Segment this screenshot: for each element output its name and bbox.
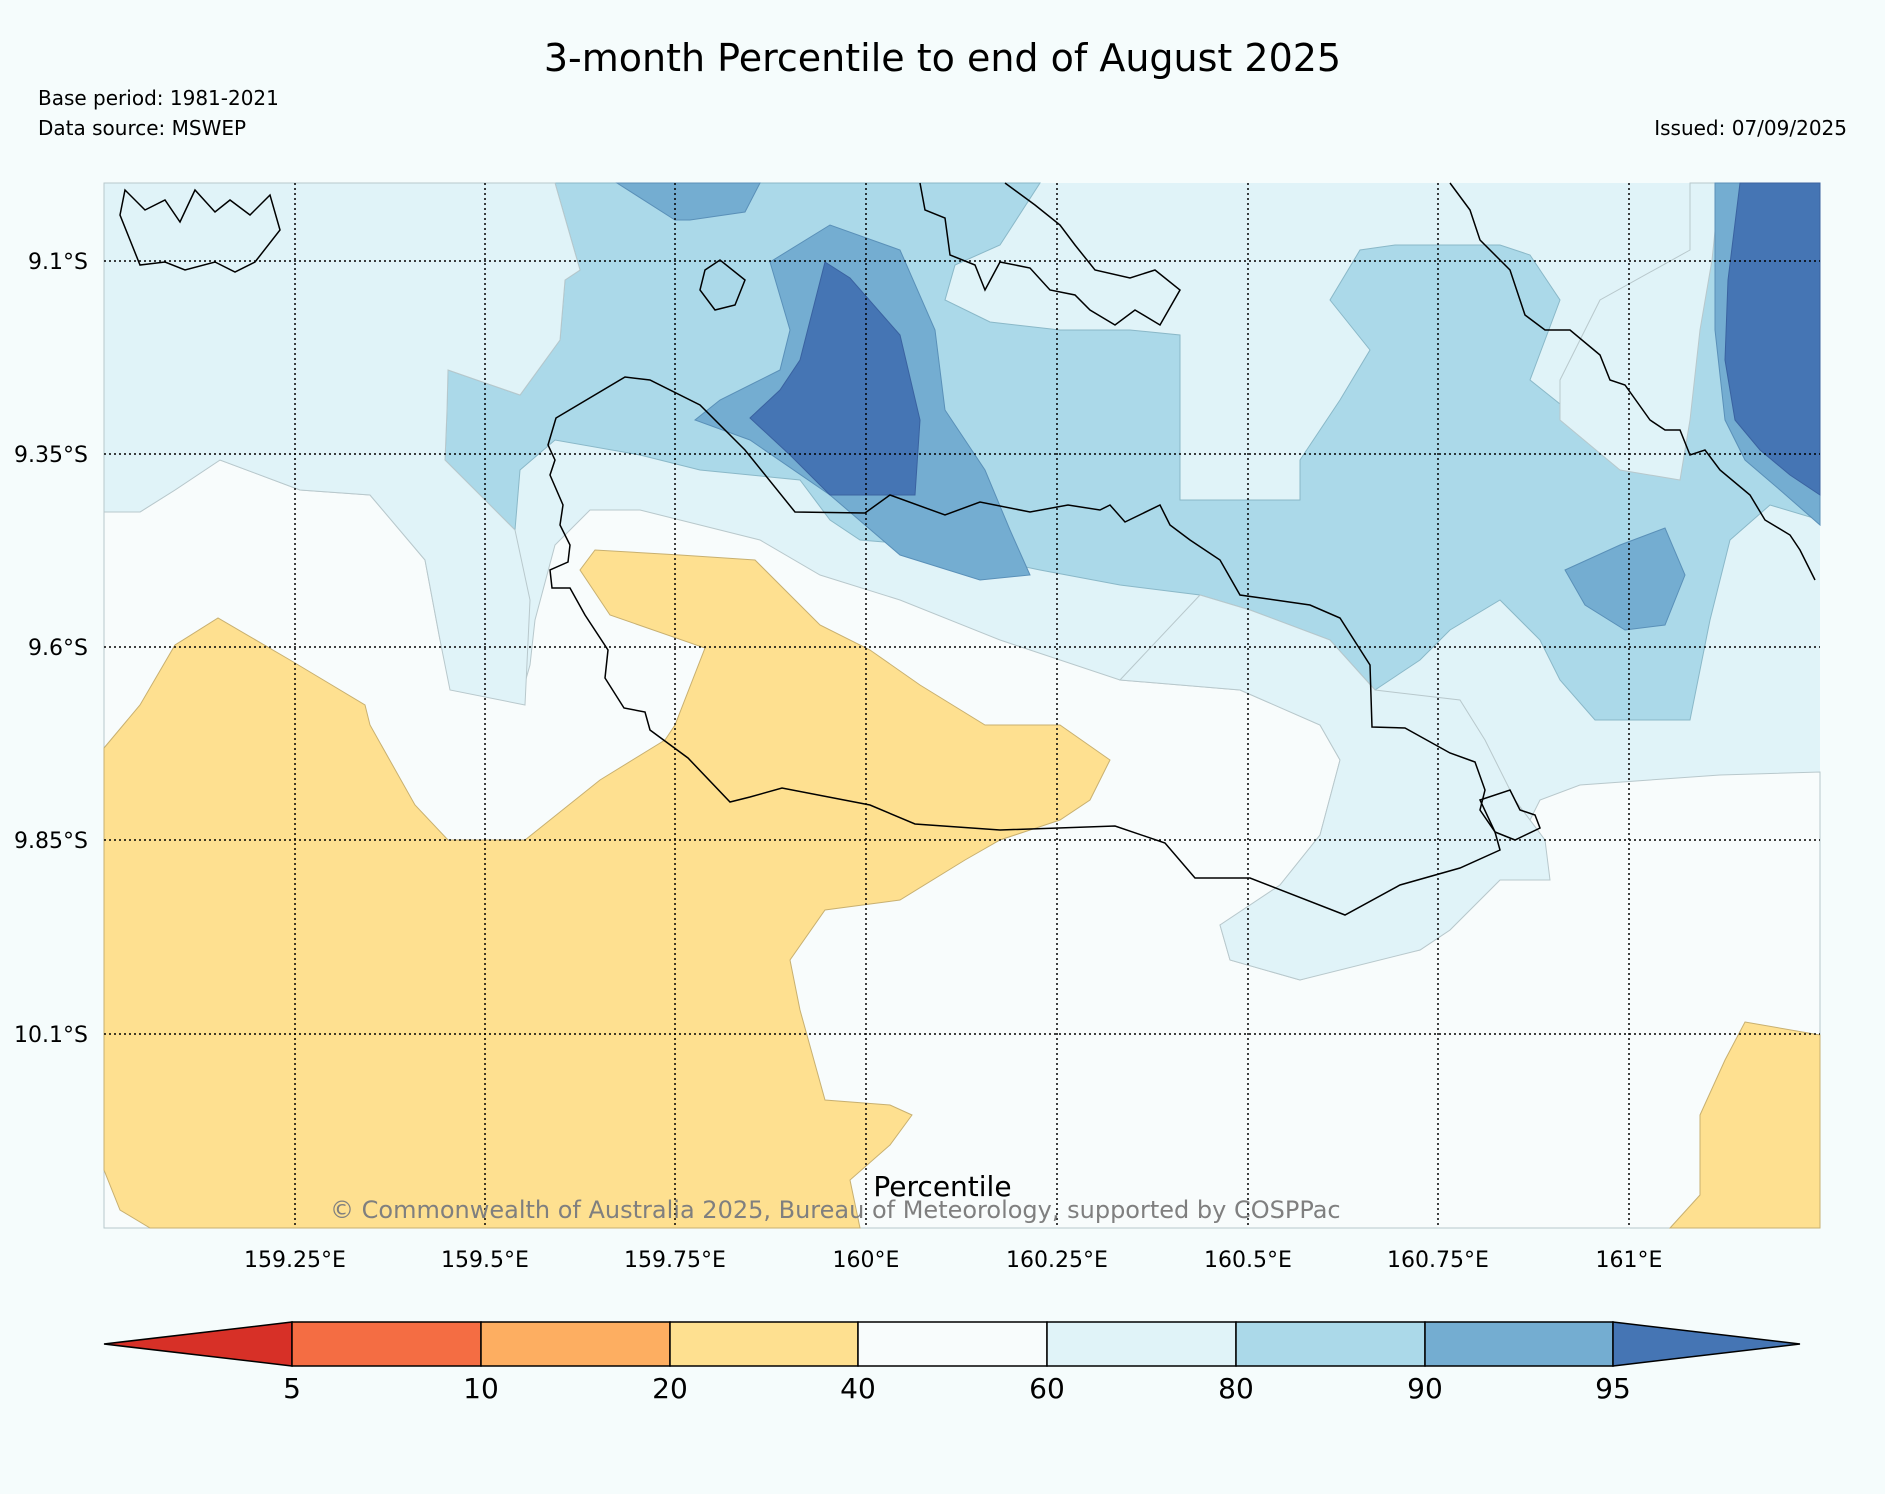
region-above-95-central xyxy=(749,261,921,496)
lon-label-159-75: 159.75°E xyxy=(624,1248,726,1273)
lat-label-9-1: 9.1°S xyxy=(28,250,88,275)
colorbar-segment-20-40 xyxy=(669,1321,859,1367)
lon-label-160: 160°E xyxy=(833,1248,900,1273)
region-20-40 xyxy=(103,549,1111,1229)
colorbar-segment-80-90 xyxy=(1235,1321,1426,1367)
region-60-80-west-strip xyxy=(103,182,581,706)
colorbar-tick-20: 20 xyxy=(652,1372,688,1405)
colorbar-segment-10-20 xyxy=(480,1321,671,1367)
florida-islands-coastline xyxy=(119,188,281,273)
colorbar-label: Percentile xyxy=(873,1170,1012,1203)
coastlines xyxy=(119,182,1816,916)
lon-label-160-5: 160.5°E xyxy=(1204,1248,1292,1273)
data-source-text: Data source: MSWEP xyxy=(38,116,247,140)
region-above-95-east xyxy=(1724,182,1821,496)
region-60-80-east xyxy=(1559,182,1721,481)
colorbar-tick-95: 95 xyxy=(1595,1372,1631,1405)
guadalcanal-coastline xyxy=(547,376,1501,916)
malaita-east-coastline xyxy=(1449,182,1816,581)
lon-label-161: 161°E xyxy=(1596,1248,1663,1273)
colorbar-tick-80: 80 xyxy=(1218,1372,1254,1405)
colorbar-tick-90: 90 xyxy=(1407,1372,1443,1405)
region-90-95-southeast-patch xyxy=(1564,527,1686,631)
colorbar xyxy=(103,1321,1801,1367)
copyright-notice: © Commonwealth of Australia 2025, Bureau… xyxy=(330,1196,1341,1224)
lon-label-160-25: 160.25°E xyxy=(1006,1248,1108,1273)
lat-label-10-1: 10.1°S xyxy=(14,1023,88,1048)
issued-date-text: Issued: 07/09/2025 xyxy=(1654,116,1847,140)
region-20-40-southeast xyxy=(1668,1021,1821,1229)
lon-label-160-75: 160.75°E xyxy=(1387,1248,1489,1273)
colorbar-tick-40: 40 xyxy=(840,1372,876,1405)
colorbar-segment-60-80 xyxy=(1046,1321,1237,1367)
colorbar-segment-above-95 xyxy=(1612,1321,1801,1367)
colorbar-tick-5: 5 xyxy=(283,1372,301,1405)
region-60-80-southeast xyxy=(1118,594,1551,981)
malaita-coastline xyxy=(919,182,1181,327)
colorbar-segment-40-60 xyxy=(857,1321,1048,1367)
region-90-95-north xyxy=(615,182,761,221)
makira-islet-coastline xyxy=(1478,789,1541,841)
lat-label-9-6: 9.6°S xyxy=(28,636,88,661)
base-period-text: Base period: 1981-2021 xyxy=(38,86,279,110)
lat-label-9-85: 9.85°S xyxy=(14,829,88,854)
colorbar-segment-below-5 xyxy=(103,1321,293,1367)
lon-label-159-25: 159.25°E xyxy=(244,1248,346,1273)
map-title: 3-month Percentile to end of August 2025 xyxy=(543,36,1342,80)
colorbar-tick-10: 10 xyxy=(463,1372,499,1405)
savo-island-coastline xyxy=(699,259,746,311)
colorbar-segment-5-10 xyxy=(291,1321,482,1367)
colorbar-segment-90-95 xyxy=(1424,1321,1614,1367)
lat-label-9-35: 9.35°S xyxy=(14,443,88,468)
graticule xyxy=(104,183,1820,1228)
colorbar-tick-60: 60 xyxy=(1029,1372,1065,1405)
lon-label-159-5: 159.5°E xyxy=(441,1248,529,1273)
